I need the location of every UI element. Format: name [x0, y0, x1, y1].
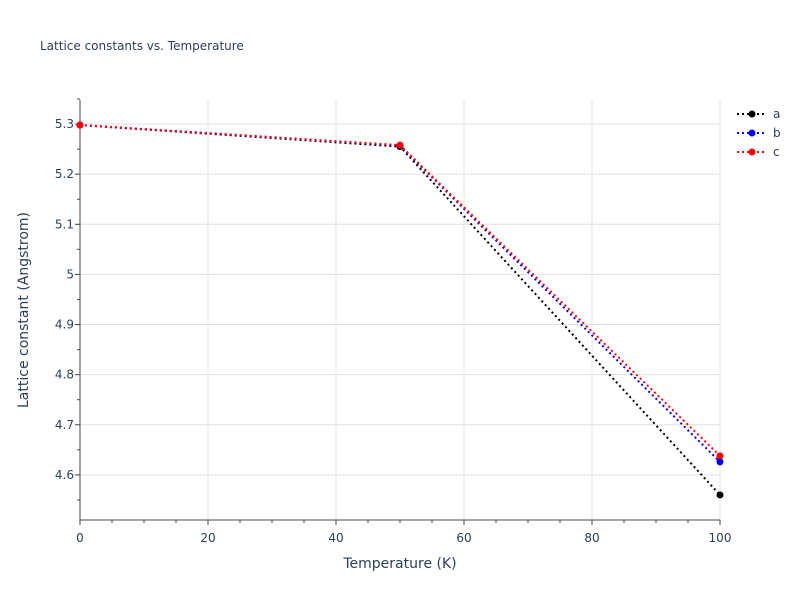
y-tick-label: 5.2: [55, 167, 74, 181]
legend-marker-a: [748, 110, 756, 118]
data-point-c: [76, 121, 84, 129]
y-tick-label: 5.1: [55, 217, 74, 231]
legend-marker-b: [748, 129, 756, 137]
x-tick-label: 80: [584, 531, 599, 545]
legend-label-b: b: [773, 126, 781, 140]
x-tick-label: 0: [76, 531, 84, 545]
legend-label-a: a: [773, 107, 780, 121]
data-point-a: [716, 491, 724, 499]
y-tick-label: 4.9: [55, 318, 74, 332]
x-tick-label: 20: [200, 531, 215, 545]
y-tick-label: 4.6: [55, 468, 74, 482]
x-tick-label: 60: [456, 531, 471, 545]
chart-title: Lattice constants vs. Temperature: [40, 39, 244, 53]
legend-label-c: c: [773, 145, 780, 159]
series-line-b: [79, 124, 721, 463]
legend-marker-c: [748, 148, 756, 156]
x-tick-label: 100: [709, 531, 732, 545]
y-axis-label: Lattice constant (Angstrom): [16, 212, 32, 408]
y-tick-label: 5: [66, 267, 74, 281]
x-axis-label: Temperature (K): [342, 556, 456, 572]
x-tick-label: 40: [328, 531, 343, 545]
data-point-b: [716, 458, 724, 466]
series-line-a: [79, 124, 721, 496]
data-point-c: [716, 452, 724, 460]
data-point-c: [396, 141, 404, 149]
y-tick-label: 5.3: [55, 117, 74, 131]
series-line-c: [79, 124, 721, 457]
y-tick-label: 4.7: [55, 418, 74, 432]
y-tick-label: 4.8: [55, 368, 74, 382]
